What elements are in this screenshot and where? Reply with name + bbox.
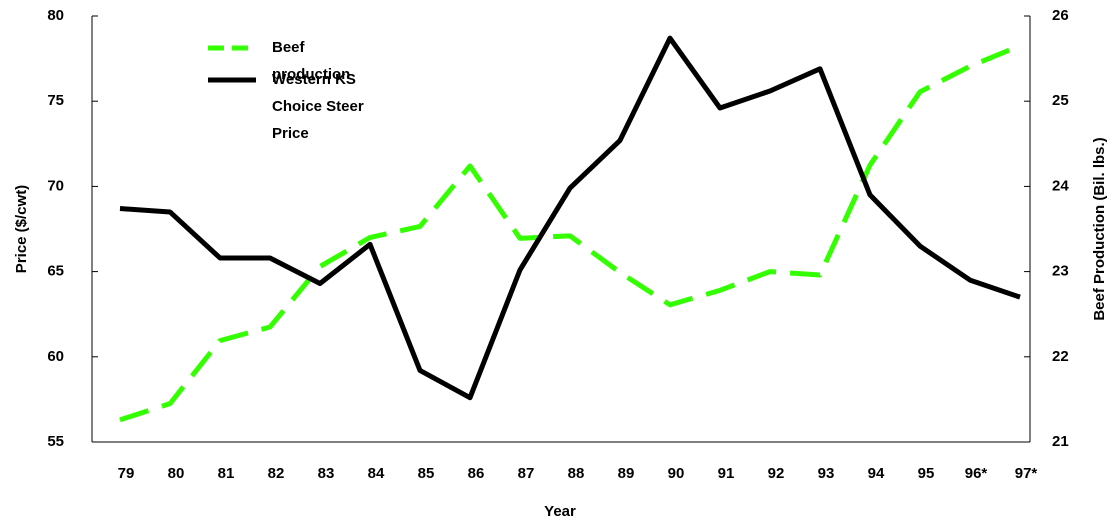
x-tick-label: 93	[818, 465, 835, 482]
x-tick-label: 86	[468, 465, 485, 482]
y2-tick-label: 24	[1052, 177, 1069, 194]
legend-label: Western KS Choice Steer Price	[272, 71, 364, 142]
x-tick-label: 90	[668, 465, 685, 482]
y2-tick-label: 23	[1052, 263, 1069, 280]
y2-axis-label: Beef Production (Bil. lbs.)	[1091, 137, 1108, 320]
y-axis-label: Price ($/cwt)	[13, 185, 30, 273]
legend-label: Beef production	[272, 39, 350, 83]
x-tick-label: 82	[268, 465, 285, 482]
y2-tick-label: 25	[1052, 92, 1069, 109]
y2-tick-label: 21	[1052, 433, 1069, 450]
y2-tick-label: 26	[1052, 7, 1069, 24]
series-line	[119, 35, 1021, 401]
y-tick-label: 80	[47, 7, 64, 24]
x-tick-label: 79	[118, 465, 135, 482]
x-tick-label: 89	[618, 465, 635, 482]
series-line	[119, 43, 1021, 423]
x-tick-label: 92	[768, 465, 785, 482]
y2-tick-label: 22	[1052, 348, 1069, 365]
x-tick-label: 88	[568, 465, 585, 482]
x-tick-label: 87	[518, 465, 535, 482]
x-axis-label: Year	[544, 503, 576, 520]
x-tick-label: 96*	[965, 465, 988, 482]
x-tick-label: 80	[168, 465, 185, 482]
x-tick-label: 95	[918, 465, 935, 482]
x-tick-label: 85	[418, 465, 435, 482]
x-tick-label: 97*	[1015, 465, 1038, 482]
x-tick-label: 81	[218, 465, 235, 482]
x-tick-label: 94	[868, 465, 885, 482]
y-tick-label: 65	[47, 263, 64, 280]
y-tick-label: 70	[47, 177, 64, 194]
x-tick-label: 84	[368, 465, 385, 482]
y-tick-label: 75	[47, 92, 64, 109]
y-tick-label: 55	[47, 433, 64, 450]
x-tick-label: 91	[718, 465, 735, 482]
y-tick-label: 60	[47, 348, 64, 365]
x-tick-label: 83	[318, 465, 335, 482]
